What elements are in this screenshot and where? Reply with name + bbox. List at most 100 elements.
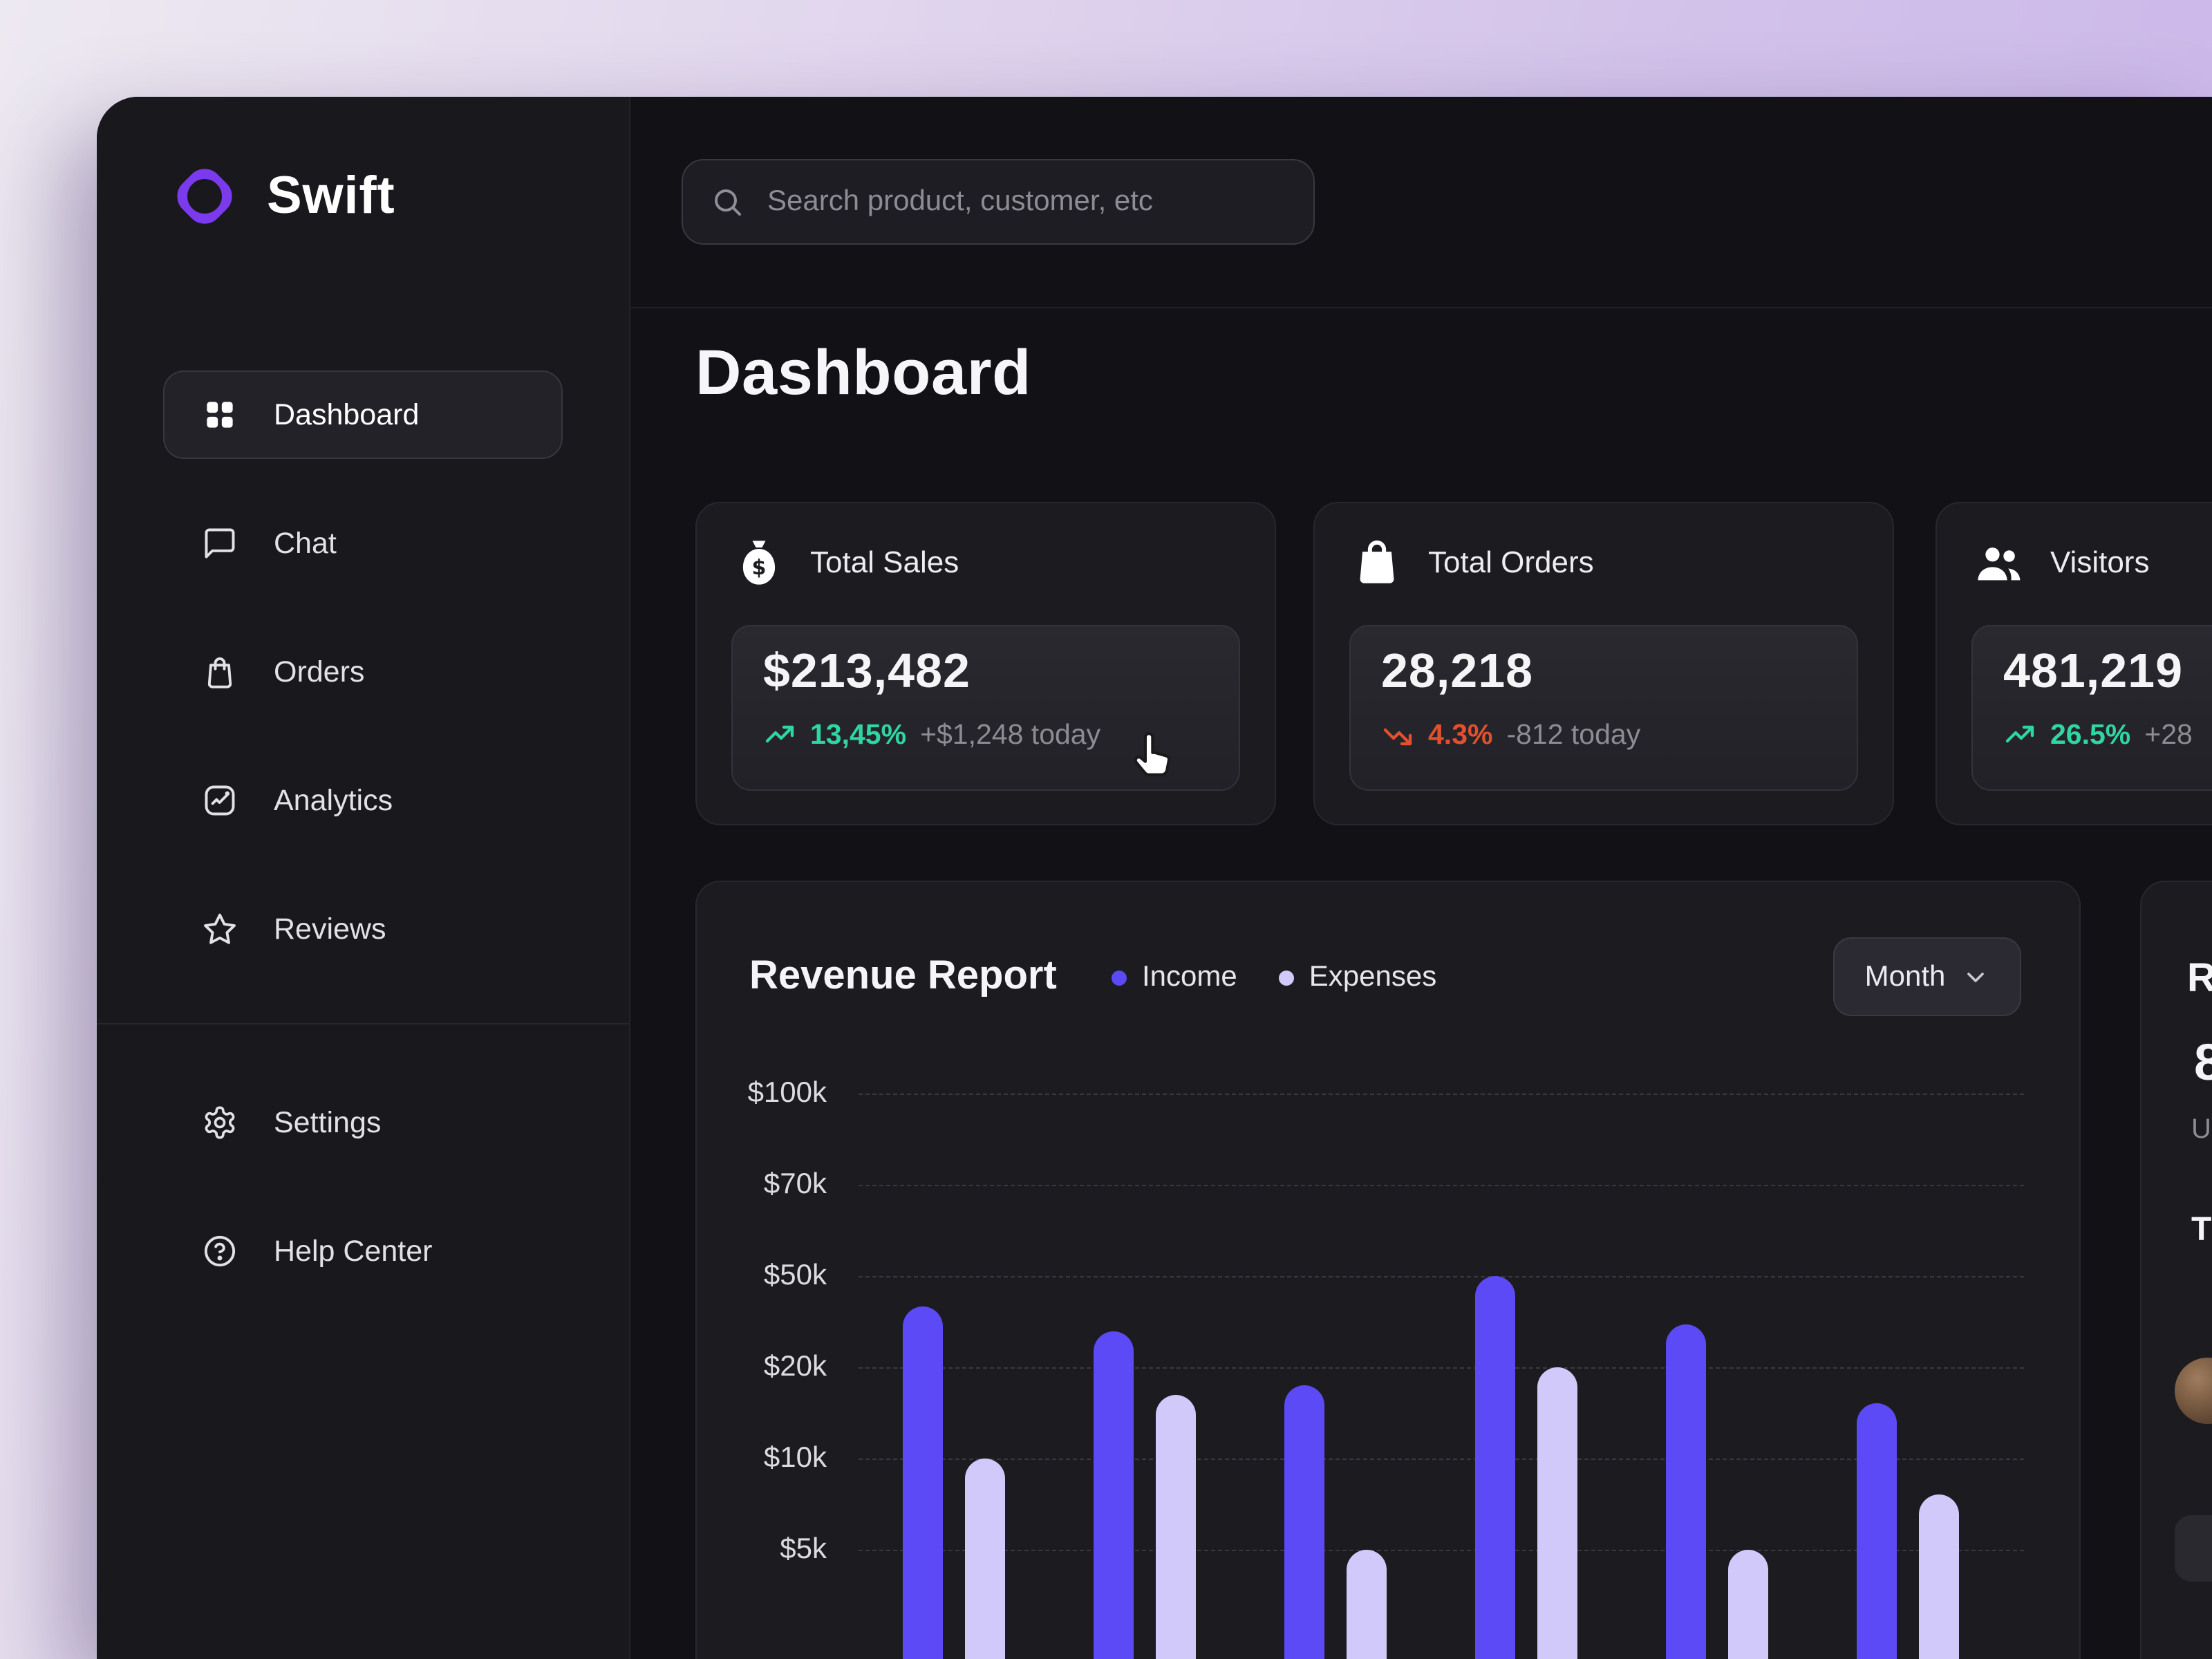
period-label: Month: [1865, 960, 1946, 993]
income-bar: [1857, 1403, 1897, 1659]
gridline: [859, 1550, 2024, 1551]
money-bag-icon: $: [733, 536, 785, 589]
income-bar: [903, 1306, 943, 1659]
topbar-divider: [629, 307, 2212, 308]
expenses-bar: [1156, 1395, 1196, 1659]
legend-label: Income: [1142, 961, 1237, 994]
stat-card-header: $ Total Sales: [733, 536, 959, 589]
search-box: [682, 159, 1315, 245]
sidebar-item-settings[interactable]: Settings: [163, 1078, 563, 1167]
stat-label: Total Sales: [810, 545, 959, 581]
sidebar: Swift Dashboard Chat: [97, 97, 630, 1659]
side-panel-card: R 8 U T: [2140, 881, 2212, 1659]
sidebar-footer-nav: Settings Help Center: [163, 1078, 563, 1335]
sidebar-item-orders[interactable]: Orders: [163, 628, 563, 716]
chevron-down-icon: [1962, 963, 1989, 991]
stat-value: 481,219: [2003, 644, 2183, 700]
period-select-button[interactable]: Month: [1833, 937, 2021, 1016]
brand-name: Swift: [267, 167, 395, 226]
stat-value: 28,218: [1381, 644, 1533, 700]
sidebar-item-help-center[interactable]: Help Center: [163, 1207, 563, 1295]
trend-up-icon: [763, 719, 796, 752]
legend-income: Income: [1112, 961, 1237, 994]
side-panel-value-fragment: 8: [2194, 1034, 2212, 1092]
page: Swift Dashboard Chat: [0, 0, 2212, 1659]
y-axis-tick-label: $50k: [697, 1259, 827, 1293]
expenses-bar: [1347, 1550, 1387, 1659]
sidebar-item-reviews[interactable]: Reviews: [163, 885, 563, 973]
sidebar-item-label: Reviews: [274, 912, 386, 946]
income-legend-dot: [1112, 970, 1127, 985]
stat-value-panel: $213,482 13,45% +$1,248 today: [731, 625, 1240, 791]
page-title: Dashboard: [695, 335, 1031, 409]
grid-icon: [202, 397, 238, 433]
analytics-icon: [202, 782, 238, 818]
stat-value-panel: 28,218 4.3% -812 today: [1349, 625, 1858, 791]
y-axis-tick-label: $100k: [697, 1077, 827, 1110]
stat-label: Total Orders: [1428, 545, 1594, 581]
legend-expenses: Expenses: [1279, 961, 1436, 994]
trend-delta: -812 today: [1506, 719, 1640, 752]
gridline: [859, 1367, 2024, 1369]
total-orders-card[interactable]: Total Orders 28,218 4.3% -812 today: [1313, 502, 1894, 825]
stat-card-header: Visitors: [1973, 536, 2149, 589]
gridline: [859, 1094, 2024, 1095]
y-axis-tick-label: $20k: [697, 1351, 827, 1384]
y-axis-tick-label: $10k: [697, 1442, 827, 1475]
sidebar-item-label: Orders: [274, 655, 364, 689]
side-panel-subtitle-fragment: U: [2191, 1114, 2211, 1146]
swift-logo-icon: [166, 158, 243, 235]
visitors-card[interactable]: Visitors 481,219 26.5% +28: [1936, 502, 2212, 825]
expenses-bar: [1919, 1494, 1959, 1659]
gridline: [859, 1185, 2024, 1186]
shopping-bag-icon: [1351, 536, 1403, 589]
revenue-report-card: Revenue Report Income Expenses Month $10…: [695, 881, 2081, 1659]
sidebar-item-label: Analytics: [274, 783, 393, 818]
chart-legend: Income Expenses: [1112, 961, 1436, 994]
gridline: [859, 1459, 2024, 1460]
sidebar-item-label: Help Center: [274, 1234, 432, 1268]
income-bar: [1094, 1331, 1134, 1659]
trend-percent: 13,45%: [810, 719, 906, 752]
stat-card-header: Total Orders: [1351, 536, 1594, 589]
expenses-legend-dot: [1279, 970, 1294, 985]
sidebar-item-chat[interactable]: Chat: [163, 499, 563, 588]
gridline: [859, 1276, 2024, 1277]
avatar: [2175, 1358, 2212, 1424]
stat-value: $213,482: [763, 644, 971, 700]
svg-text:$: $: [752, 556, 767, 580]
trend-percent: 26.5%: [2050, 719, 2130, 752]
total-sales-card[interactable]: $ Total Sales $213,482 13,45% +$1,248 to…: [695, 502, 1276, 825]
stat-label: Visitors: [2050, 545, 2149, 581]
brand: Swift: [166, 158, 395, 235]
stat-value-panel: 481,219 26.5% +28: [1971, 625, 2212, 791]
star-icon: [202, 911, 238, 947]
sidebar-item-label: Settings: [274, 1105, 381, 1140]
legend-label: Expenses: [1309, 961, 1436, 994]
income-bar: [1284, 1385, 1324, 1659]
y-axis-tick-label: $70k: [697, 1168, 827, 1201]
search-input[interactable]: [765, 184, 1286, 220]
trend-percent: 4.3%: [1428, 719, 1492, 752]
sidebar-item-label: Dashboard: [274, 397, 419, 432]
revenue-report-title: Revenue Report: [749, 954, 1057, 1000]
sidebar-item-analytics[interactable]: Analytics: [163, 756, 563, 845]
app-window: Swift Dashboard Chat: [97, 97, 2212, 1659]
sidebar-item-label: Chat: [274, 526, 337, 561]
sidebar-item-dashboard[interactable]: Dashboard: [163, 371, 563, 459]
chat-icon: [202, 525, 238, 561]
gear-icon: [202, 1105, 238, 1141]
avatar-placeholder: [2175, 1515, 2212, 1582]
help-icon: [202, 1233, 238, 1269]
users-icon: [1973, 536, 2025, 589]
trend-delta: +$1,248 today: [920, 719, 1100, 752]
y-axis-tick-label: $5k: [697, 1533, 827, 1566]
side-panel-title-fragment: R: [2187, 957, 2212, 1002]
trend-up-icon: [2003, 719, 2036, 752]
income-bar: [1475, 1276, 1515, 1659]
expenses-bar: [1537, 1367, 1577, 1659]
trend-down-icon: [1381, 719, 1414, 752]
expenses-bar: [965, 1459, 1005, 1659]
expenses-bar: [1728, 1550, 1768, 1659]
income-bar: [1666, 1324, 1706, 1659]
